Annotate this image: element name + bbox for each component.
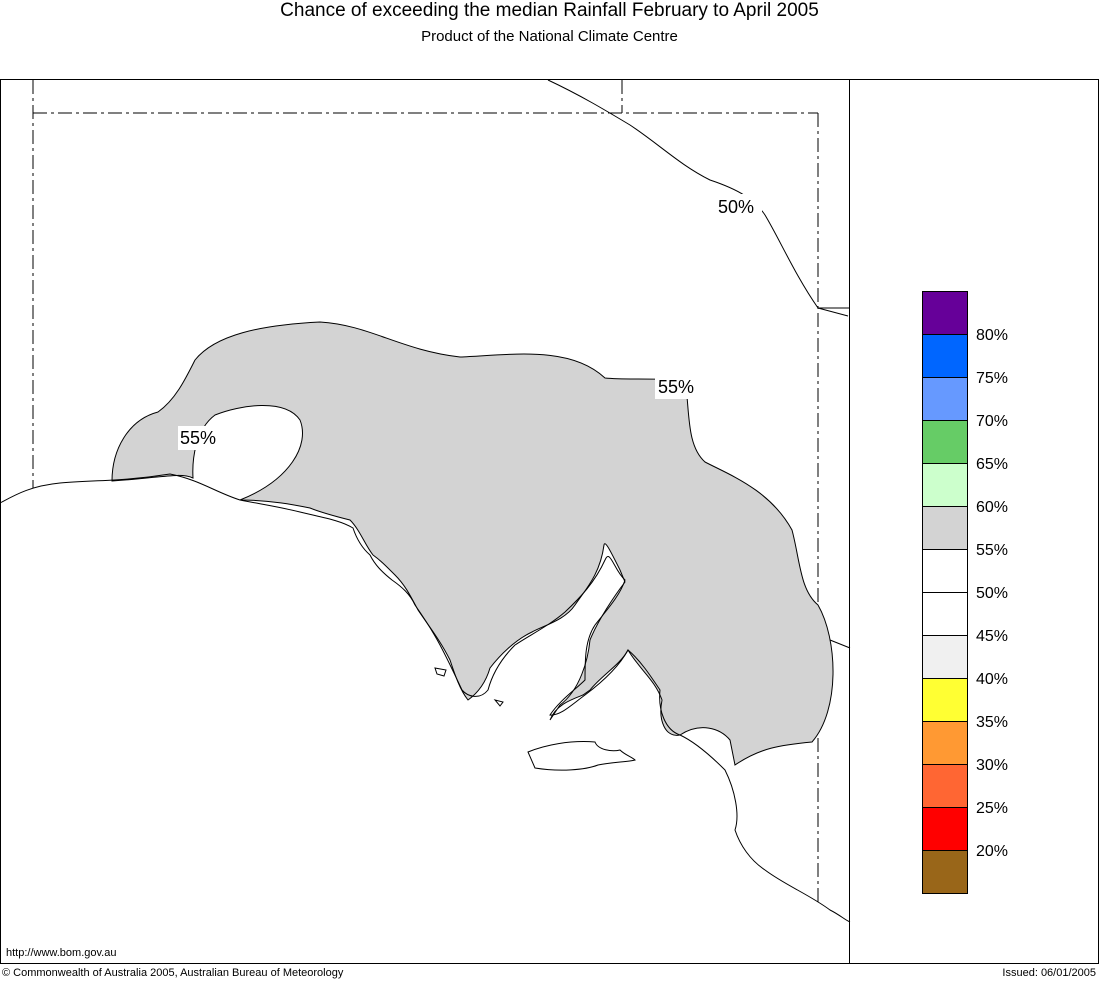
legend-swatch <box>923 550 967 593</box>
coastline <box>0 473 851 923</box>
legend-label-80: 80% <box>976 327 1009 344</box>
probability-area-55 <box>111 321 834 766</box>
map-legend-divider <box>849 79 850 964</box>
legend-label-60: 60% <box>976 499 1009 516</box>
legend-label-35: 35% <box>976 714 1009 731</box>
contour-label-50: 50% <box>718 197 754 217</box>
contour-labels: 50% 55% 55% <box>178 194 762 450</box>
legend-label-70: 70% <box>976 413 1009 430</box>
issued-date: Issued: 06/01/2005 <box>1002 967 1096 979</box>
copyright-notice: © Commonwealth of Australia 2005, Austra… <box>2 967 344 979</box>
legend-label-50: 50% <box>976 585 1009 602</box>
legend-label-65: 65% <box>976 456 1009 473</box>
legend-label-30: 30% <box>976 757 1009 774</box>
map-title: Chance of exceeding the median Rainfall … <box>280 0 819 21</box>
website-link[interactable]: http://www.bom.gov.au <box>6 947 117 959</box>
legend-swatch <box>923 421 967 464</box>
legend-swatch <box>923 292 967 335</box>
legend-label-40: 40% <box>976 671 1009 688</box>
legend-label-45: 45% <box>976 628 1009 645</box>
legend-swatch <box>923 679 967 722</box>
kangaroo-island <box>527 741 636 771</box>
map-subtitle: Product of the National Climate Centre <box>421 28 678 45</box>
region-boundaries <box>32 80 819 905</box>
legend-label-55: 55% <box>976 542 1009 559</box>
contour-label-55-east: 55% <box>658 377 694 397</box>
legend-swatch <box>923 808 967 851</box>
legend-swatch <box>923 378 967 421</box>
legend-label-25: 25% <box>976 800 1009 817</box>
legend-swatch <box>923 335 967 378</box>
legend-swatch <box>923 851 967 893</box>
legend-swatch <box>923 507 967 550</box>
legend-label-75: 75% <box>976 370 1009 387</box>
legend-swatch <box>923 464 967 507</box>
contour-line-50 <box>547 79 851 649</box>
legend-swatch <box>923 593 967 636</box>
legend-swatch <box>923 722 967 765</box>
contour-label-55-west: 55% <box>180 428 216 448</box>
legend-label-20: 20% <box>976 843 1009 860</box>
legend-colorbar <box>922 291 968 894</box>
legend-swatch <box>923 765 967 808</box>
legend-swatch <box>923 636 967 679</box>
